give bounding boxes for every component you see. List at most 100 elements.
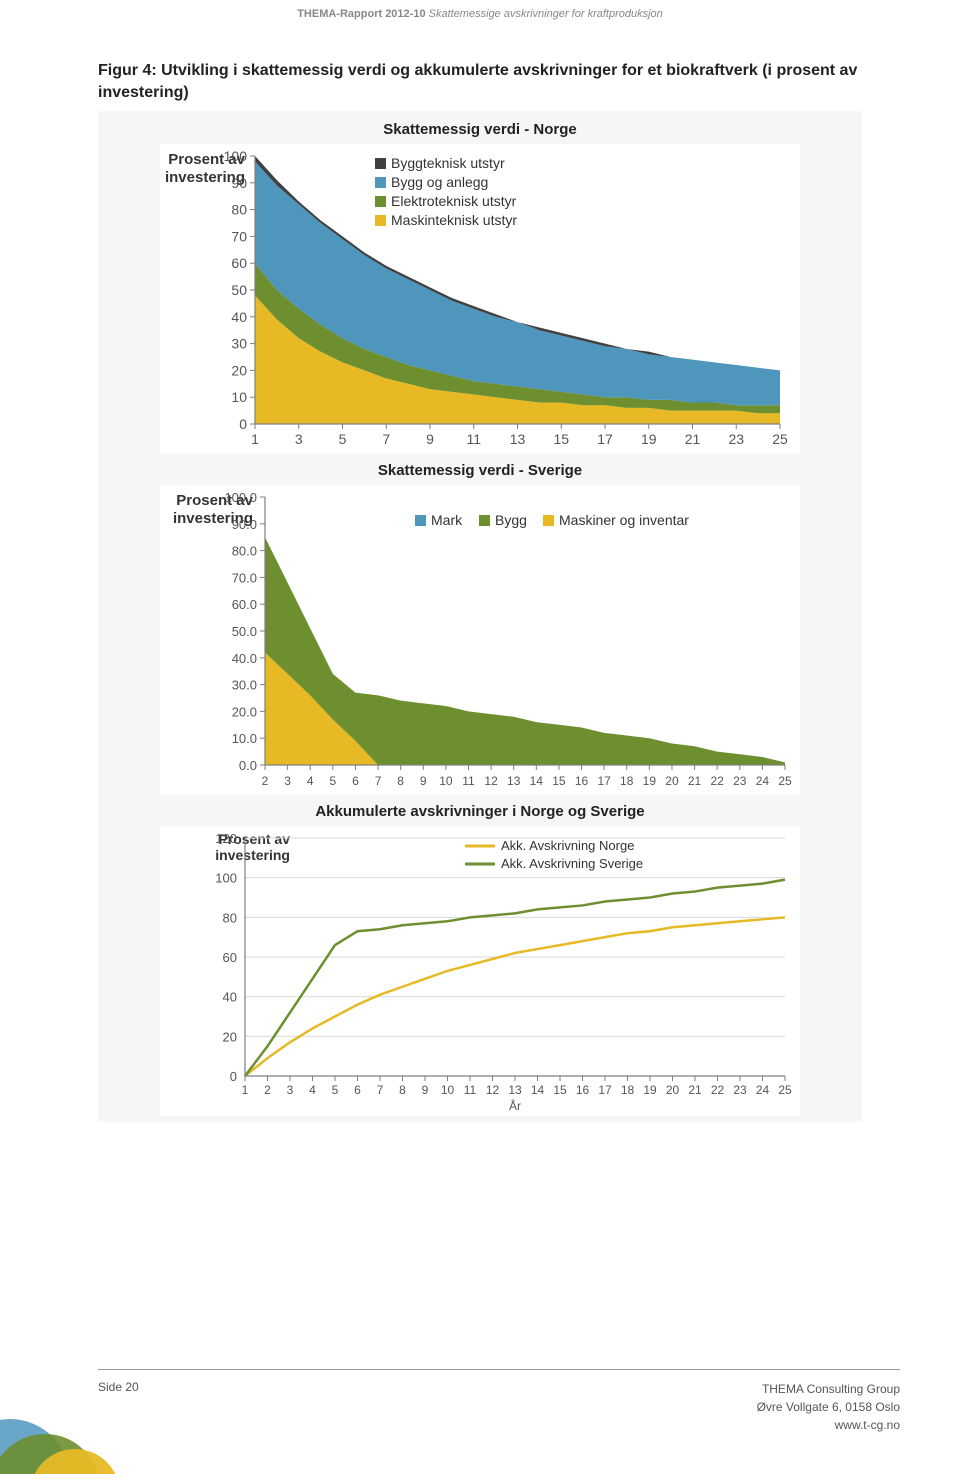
svg-text:10: 10: [439, 774, 453, 788]
svg-text:21: 21: [685, 431, 701, 447]
svg-text:40: 40: [231, 309, 247, 325]
svg-text:60: 60: [231, 255, 247, 271]
svg-text:7: 7: [375, 774, 382, 788]
main-content: Figur 4: Utvikling i skattemessig verdi …: [98, 60, 862, 1136]
svg-text:80.0: 80.0: [232, 544, 257, 559]
svg-text:13: 13: [507, 774, 521, 788]
svg-text:100.0: 100.0: [224, 490, 257, 505]
svg-text:20: 20: [666, 1083, 680, 1097]
chart3-box: Prosent avinvestering0204060801001201234…: [160, 826, 800, 1116]
svg-text:40.0: 40.0: [232, 651, 257, 666]
svg-text:25: 25: [778, 1083, 792, 1097]
svg-text:23: 23: [733, 1083, 747, 1097]
svg-text:20: 20: [231, 363, 247, 379]
svg-text:19: 19: [641, 431, 657, 447]
svg-text:80: 80: [223, 911, 237, 926]
footer-address: Øvre Vollgate 6, 0158 Oslo: [757, 1398, 900, 1416]
svg-text:6: 6: [352, 774, 359, 788]
chart3-title: Akkumulerte avskrivninger i Norge og Sve…: [108, 803, 852, 820]
chart-panel: Skattemessig verdi - Norge Prosent avinv…: [98, 111, 862, 1122]
svg-text:0.0: 0.0: [239, 758, 257, 773]
svg-text:3: 3: [287, 1083, 294, 1097]
svg-text:10: 10: [231, 389, 247, 405]
svg-text:50.0: 50.0: [232, 624, 257, 639]
svg-text:15: 15: [553, 1083, 567, 1097]
figure-title: Figur 4: Utvikling i skattemessig verdi …: [98, 60, 862, 103]
svg-text:5: 5: [339, 431, 347, 447]
svg-text:30.0: 30.0: [232, 678, 257, 693]
svg-text:1: 1: [251, 431, 259, 447]
svg-text:12: 12: [484, 774, 498, 788]
svg-text:Akk. Avskrivning Norge: Akk. Avskrivning Norge: [501, 838, 634, 853]
svg-text:5: 5: [332, 1083, 339, 1097]
svg-text:11: 11: [462, 774, 475, 788]
svg-text:16: 16: [576, 1083, 590, 1097]
svg-text:40: 40: [223, 990, 237, 1005]
svg-text:investering: investering: [215, 847, 290, 863]
svg-text:60.0: 60.0: [232, 597, 257, 612]
svg-text:14: 14: [531, 1083, 545, 1097]
svg-text:60: 60: [223, 950, 237, 965]
svg-text:9: 9: [422, 1083, 429, 1097]
svg-text:Maskinteknisk utstyr: Maskinteknisk utstyr: [391, 212, 517, 228]
svg-text:25: 25: [778, 774, 792, 788]
footer-right: THEMA Consulting Group Øvre Vollgate 6, …: [757, 1380, 900, 1434]
svg-text:Byggteknisk utstyr: Byggteknisk utstyr: [391, 155, 505, 171]
svg-text:19: 19: [643, 774, 657, 788]
svg-text:20: 20: [223, 1030, 237, 1045]
svg-text:20: 20: [665, 774, 679, 788]
page-footer: Side 20 THEMA Consulting Group Øvre Voll…: [98, 1369, 900, 1434]
svg-text:100: 100: [215, 871, 237, 886]
svg-text:21: 21: [688, 1083, 702, 1097]
svg-text:13: 13: [510, 431, 526, 447]
svg-text:Maskiner og inventar: Maskiner og inventar: [559, 512, 689, 528]
svg-text:7: 7: [377, 1083, 384, 1097]
svg-text:4: 4: [309, 1083, 316, 1097]
svg-text:Akk. Avskrivning Sverige: Akk. Avskrivning Sverige: [501, 856, 643, 871]
footer-company: THEMA Consulting Group: [757, 1380, 900, 1398]
svg-text:0: 0: [230, 1069, 237, 1084]
header-prefix: THEMA-Rapport 2012-10: [297, 8, 425, 20]
svg-text:80: 80: [231, 202, 247, 218]
svg-text:19: 19: [643, 1083, 657, 1097]
svg-text:3: 3: [295, 431, 303, 447]
svg-text:9: 9: [426, 431, 434, 447]
report-header: THEMA-Rapport 2012-10 Skattemessige avsk…: [0, 8, 960, 20]
svg-text:5: 5: [329, 774, 336, 788]
svg-text:4: 4: [307, 774, 314, 788]
svg-text:8: 8: [399, 1083, 406, 1097]
svg-text:18: 18: [620, 774, 634, 788]
svg-text:120: 120: [215, 831, 237, 846]
svg-text:20.0: 20.0: [232, 705, 257, 720]
chart1-title: Skattemessig verdi - Norge: [108, 121, 852, 138]
svg-text:Bygg: Bygg: [495, 512, 527, 528]
svg-text:22: 22: [711, 1083, 725, 1097]
svg-text:21: 21: [688, 774, 702, 788]
svg-text:24: 24: [756, 1083, 770, 1097]
svg-text:17: 17: [598, 1083, 612, 1097]
svg-text:50: 50: [231, 282, 247, 298]
svg-text:År: År: [509, 1098, 521, 1113]
svg-text:11: 11: [466, 431, 481, 447]
svg-text:9: 9: [420, 774, 427, 788]
svg-text:70: 70: [231, 229, 247, 245]
svg-text:90: 90: [231, 175, 247, 191]
header-suffix: Skattemessige avskrivninger for kraftpro…: [429, 8, 663, 20]
svg-text:12: 12: [486, 1083, 500, 1097]
svg-text:Bygg og anlegg: Bygg og anlegg: [391, 174, 488, 190]
footer-url: www.t-cg.no: [757, 1416, 900, 1434]
svg-text:30: 30: [231, 336, 247, 352]
footer-left: Side 20: [98, 1380, 139, 1434]
svg-text:23: 23: [728, 431, 744, 447]
svg-text:8: 8: [397, 774, 404, 788]
svg-text:18: 18: [621, 1083, 635, 1097]
svg-text:Elektroteknisk utstyr: Elektroteknisk utstyr: [391, 193, 517, 209]
svg-text:10: 10: [441, 1083, 455, 1097]
svg-text:16: 16: [575, 774, 589, 788]
chart2-box: Prosent avinvestering0.010.020.030.040.0…: [160, 485, 800, 795]
svg-text:70.0: 70.0: [232, 571, 257, 586]
svg-text:25: 25: [772, 431, 788, 447]
svg-text:6: 6: [354, 1083, 361, 1097]
svg-text:90.0: 90.0: [232, 517, 257, 532]
chart1-box: Prosent avinvestering0102030405060708090…: [160, 144, 800, 454]
